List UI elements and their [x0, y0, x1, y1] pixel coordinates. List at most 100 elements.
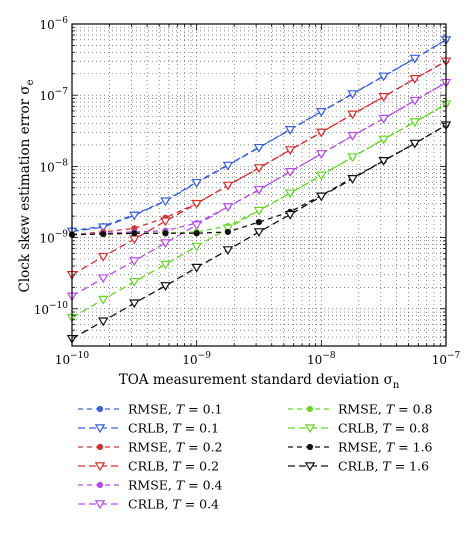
legend-label: CRLB, T = 0.8	[338, 421, 429, 436]
data-point-triangle	[253, 164, 265, 174]
data-point-triangle	[253, 228, 265, 238]
data-point-triangle	[284, 168, 296, 177]
data-point-triangle	[284, 146, 296, 156]
data-point-triangle	[347, 153, 358, 163]
data-point-triangle	[316, 192, 327, 202]
series-rmse-t-1-6	[68, 122, 450, 238]
data-point-dot	[100, 230, 107, 238]
legend-entry: CRLB, T = 0.2	[78, 459, 219, 474]
legend-entry: RMSE, T = 0.2	[78, 440, 223, 455]
data-point-triangle	[378, 72, 389, 82]
data-point-triangle	[253, 143, 265, 153]
x-tick-labels: 10−10 10−9 10−8 10−7	[55, 351, 461, 367]
legend-marker	[94, 500, 106, 510]
data-point-triangle	[378, 93, 389, 102]
legend-entry: CRLB, T = 0.4	[78, 497, 219, 512]
ticks	[71, 23, 447, 347]
data-point-triangle	[378, 114, 389, 124]
x-tick-label: 10−7	[432, 351, 461, 367]
data-point-triangle	[347, 110, 358, 120]
data-point-triangle	[222, 203, 234, 213]
data-point-triangle	[160, 217, 171, 227]
data-point-triangle	[97, 223, 109, 233]
data-point-triangle	[97, 274, 109, 284]
data-point-triangle	[129, 257, 140, 267]
x-tick-label: 10−9	[182, 351, 211, 367]
y-tick-label: 10−9	[39, 230, 68, 246]
data-point-triangle	[222, 181, 234, 191]
plot-frame	[71, 23, 447, 347]
data-point-triangle	[347, 90, 358, 100]
data-point-triangle	[160, 197, 171, 207]
data-point-triangle	[191, 263, 202, 273]
data-point-triangle	[191, 221, 202, 231]
legend-marker	[96, 443, 104, 451]
series-crlb-t-0-1	[66, 36, 452, 237]
legend-entry: CRLB, T = 1.6	[288, 459, 429, 474]
data-point-triangle	[284, 126, 296, 135]
y-tick-label: 10−6	[39, 16, 68, 32]
data-point-triangle	[129, 211, 140, 221]
data-point-triangle	[222, 161, 234, 171]
data-point-dot	[224, 228, 231, 236]
legend-marker	[94, 424, 106, 434]
y-axis-label: Clock skew estimation error σe	[17, 79, 36, 292]
data-point-triangle	[160, 260, 171, 270]
legend-entry: RMSE, T = 0.1	[78, 402, 223, 417]
grid	[71, 23, 447, 347]
data-point-triangle	[160, 282, 171, 292]
legend-entry: RMSE, T = 0.4	[78, 478, 223, 493]
data-point-triangle	[160, 239, 171, 249]
data-point-triangle	[409, 96, 421, 106]
data-point-triangle	[97, 252, 109, 262]
data-point-triangle	[129, 299, 140, 309]
data-point-triangle	[253, 185, 265, 195]
series-crlb-t-1-6	[66, 121, 452, 344]
data-point-triangle	[222, 224, 234, 234]
data-point-dot	[193, 230, 200, 237]
data-point-triangle	[409, 54, 421, 64]
legend-label: CRLB, T = 0.2	[128, 459, 219, 474]
legend-marker	[306, 443, 314, 451]
legend-entry: RMSE, T = 0.8	[288, 402, 433, 417]
x-tick-label: 10−8	[307, 351, 336, 367]
data-point-triangle	[191, 178, 202, 188]
data-point-triangle	[129, 277, 140, 287]
y-tick-label: 10−7	[39, 87, 68, 103]
data-point-triangle	[284, 189, 296, 199]
y-tick-label: 10−10	[34, 301, 69, 317]
data-point-triangle	[191, 199, 202, 209]
data-point-triangle	[316, 128, 327, 138]
legend-label: RMSE, T = 0.2	[128, 440, 223, 455]
data-point-triangle	[284, 210, 296, 220]
legend-label: CRLB, T = 1.6	[338, 459, 429, 474]
data-point-triangle	[316, 171, 327, 181]
series-crlb-t-0-8	[66, 100, 452, 323]
data-point-triangle	[378, 135, 389, 145]
data-point-dot	[255, 218, 263, 226]
series-crlb-t-0-4	[66, 78, 452, 302]
legend-marker	[96, 481, 104, 489]
data-point-triangle	[409, 118, 421, 128]
data-point-triangle	[409, 139, 421, 149]
legend-label: RMSE, T = 1.6	[338, 440, 433, 455]
data-point-triangle	[97, 295, 109, 305]
data-point-triangle	[378, 156, 389, 166]
legend: RMSE, T = 0.1 CRLB, T = 0.1 RMSE, T = 0.2 C…	[78, 402, 433, 512]
legend-label: RMSE, T = 0.8	[338, 402, 433, 417]
y-tick-label: 10−8	[39, 158, 68, 174]
data-point-triangle	[253, 206, 265, 216]
data-point-triangle	[347, 131, 358, 141]
series-crlb-t-0-2	[66, 57, 452, 280]
legend-marker	[306, 405, 314, 413]
legend-label: CRLB, T = 0.1	[128, 421, 219, 436]
legend-entry: CRLB, T = 0.1	[78, 421, 219, 436]
series-layer	[66, 36, 452, 344]
data-point-triangle	[191, 242, 202, 252]
data-point-triangle	[316, 108, 327, 117]
legend-label: CRLB, T = 0.4	[128, 497, 219, 512]
x-axis-label: TOA measurement standard deviation σn	[119, 372, 400, 391]
legend-marker	[304, 424, 316, 434]
legend-label: RMSE, T = 0.4	[128, 478, 223, 493]
